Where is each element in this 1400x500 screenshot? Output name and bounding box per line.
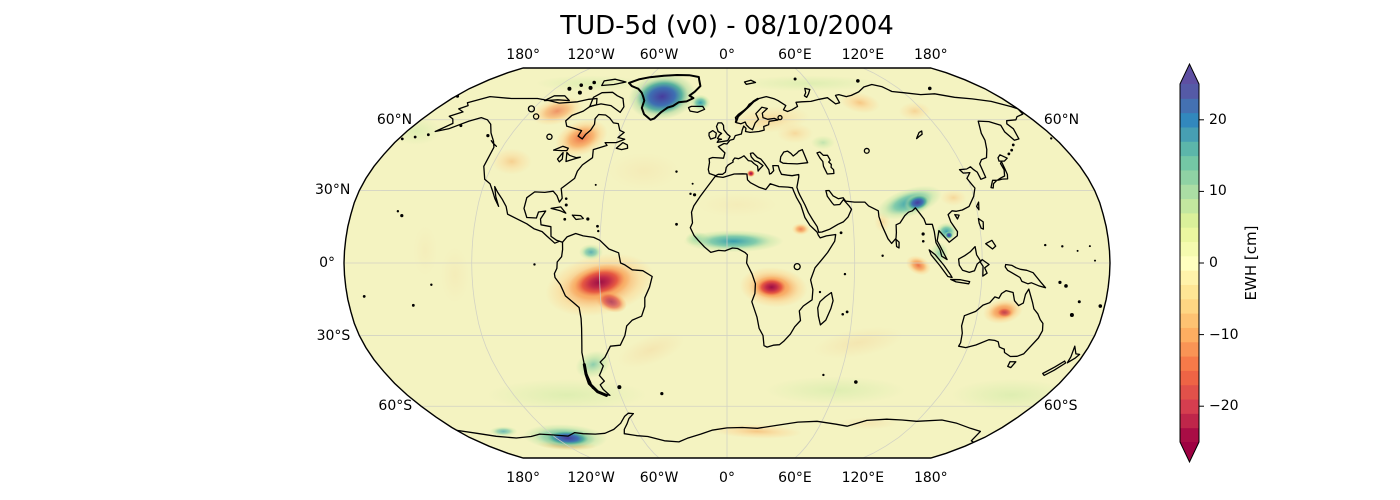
lon-tick-label-bottom: 60°E — [778, 470, 812, 486]
colorbar-band — [1180, 98, 1199, 114]
lon-tick-label-bottom: 120°E — [841, 470, 885, 486]
anomaly-blob — [413, 225, 438, 276]
anomaly-blob — [697, 193, 778, 217]
graticule — [344, 68, 1110, 458]
colorbar-band — [1180, 413, 1199, 429]
anomaly-blob — [489, 426, 518, 437]
lat-tick-label-left: 60°N — [376, 111, 413, 128]
colorbar-band — [1180, 384, 1199, 400]
lon-tick-label-top: 180° — [913, 47, 948, 63]
colorbar-band — [1180, 399, 1199, 414]
colorbar-tick-label: −20 — [1209, 398, 1239, 415]
lon-tick-label-top: 60°W — [639, 47, 679, 63]
lat-tick-label-right: 60°N — [1043, 111, 1080, 128]
colorbar-band — [1180, 126, 1199, 142]
lat-tick-label-left: 30°S — [316, 327, 351, 344]
lon-tick-label-bottom: 180° — [506, 470, 541, 486]
lat-tick-label-left: 0° — [319, 255, 335, 271]
anomaly-blob — [487, 379, 648, 411]
colorbar-band — [1180, 84, 1199, 99]
colorbar-band — [1180, 227, 1199, 243]
anomaly-blob — [531, 96, 583, 126]
anomaly-blob — [940, 189, 967, 206]
colorbar-outline — [1179, 62, 1200, 464]
anomaly-blob — [813, 326, 903, 359]
colorbar-band — [1180, 341, 1199, 357]
colorbar-tick-label: 20 — [1209, 111, 1227, 128]
coastlines — [362, 74, 1103, 443]
colorbar-band — [1180, 184, 1199, 200]
anomaly-blob — [811, 135, 835, 150]
lon-tick-label-bottom: 120°W — [567, 470, 615, 486]
anomaly-blob — [617, 332, 685, 368]
colorbar-band — [1180, 327, 1199, 343]
colorbar-band — [1180, 270, 1199, 285]
colorbar-tick-label: −10 — [1209, 326, 1239, 343]
colorbar-band — [1180, 169, 1199, 185]
lon-tick-label-top: 0° — [719, 47, 735, 63]
anomaly-blob — [837, 417, 898, 430]
lon-tick-label-top: 120°W — [567, 47, 615, 63]
colorbar-arrow-bottom — [1180, 442, 1199, 462]
colorbar-band — [1180, 198, 1199, 214]
colorbar-band — [1180, 313, 1199, 328]
colorbar-tick-label: 10 — [1209, 183, 1227, 200]
anomaly-blob — [840, 92, 880, 114]
lon-tick-label-bottom: 60°W — [639, 470, 679, 486]
lon-tick-label-bottom: 0° — [719, 470, 735, 486]
anomaly-blob — [777, 123, 813, 144]
anomaly-blob — [491, 148, 532, 175]
colorbar — [1179, 62, 1204, 464]
colorbar-band — [1180, 241, 1199, 257]
colorbar-band — [1180, 284, 1199, 300]
lon-tick-label-top: 180° — [506, 47, 541, 63]
anomaly-blob — [579, 244, 603, 261]
lon-tick-label-top: 60°E — [778, 47, 812, 63]
lon-tick-label-top: 120°E — [841, 47, 885, 63]
anomaly-blob — [906, 255, 931, 276]
colorbar-band — [1180, 212, 1199, 228]
colorbar-band — [1180, 255, 1199, 271]
colorbar-band — [1180, 370, 1199, 386]
map-boundary — [343, 67, 1111, 459]
colorbar-band — [1180, 112, 1199, 128]
anomaly-blob — [898, 102, 931, 121]
lat-tick-label-left: 60°S — [378, 398, 413, 415]
anomaly-blob — [944, 231, 954, 240]
anomaly-blob — [791, 223, 810, 236]
colorbar-band — [1180, 356, 1199, 371]
anomaly-blob — [608, 153, 679, 190]
anomaly-blob — [753, 276, 790, 299]
lon-tick-label-bottom: 180° — [913, 470, 948, 486]
anomaly-blob — [995, 307, 1014, 319]
colorbar-band — [1180, 155, 1199, 171]
colorbar-band — [1180, 427, 1199, 443]
lat-tick-label-left: 30°N — [315, 182, 351, 199]
anomaly-blob — [595, 290, 627, 313]
colorbar-tick-label: 0 — [1209, 255, 1218, 271]
anomaly-blob — [628, 73, 696, 120]
colorbar-arrow-top — [1180, 64, 1199, 84]
lat-tick-label-right: 60°S — [1043, 398, 1078, 415]
colorbar-band — [1180, 298, 1199, 314]
colorbar-band — [1180, 141, 1199, 157]
colorbar-label: EWH [cm] — [1242, 225, 1260, 301]
anomaly-blob — [683, 230, 784, 253]
anomaly-blob — [903, 193, 932, 213]
plot-title: TUD-5d (v0) - 08/10/2004 — [560, 11, 894, 41]
anomaly-blob — [746, 170, 755, 177]
anomaly-blob — [441, 247, 469, 304]
